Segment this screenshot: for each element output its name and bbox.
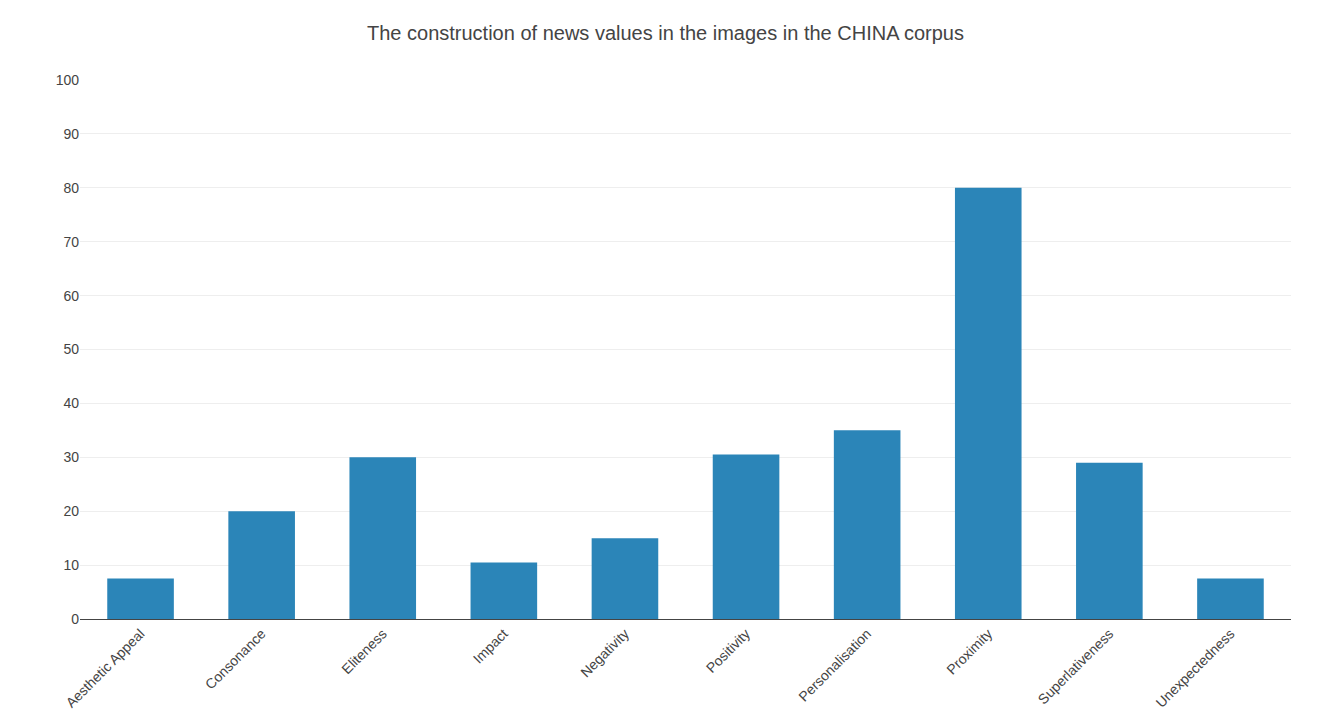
svg-text:40: 40 xyxy=(63,395,79,411)
svg-text:80: 80 xyxy=(63,180,79,196)
svg-text:Negativity: Negativity xyxy=(577,626,632,681)
svg-text:50: 50 xyxy=(63,341,79,357)
svg-text:30: 30 xyxy=(63,449,79,465)
svg-text:Aesthetic Appeal: Aesthetic Appeal xyxy=(63,626,148,711)
svg-text:100: 100 xyxy=(56,72,80,88)
svg-text:70: 70 xyxy=(63,234,79,250)
svg-text:10: 10 xyxy=(63,557,79,573)
svg-text:Proximity: Proximity xyxy=(943,626,995,678)
svg-text:60: 60 xyxy=(63,288,79,304)
svg-text:Unexpectedness: Unexpectedness xyxy=(1152,626,1237,711)
svg-text:Eliteness: Eliteness xyxy=(338,626,389,677)
svg-text:20: 20 xyxy=(63,503,79,519)
svg-text:Personalisation: Personalisation xyxy=(795,626,874,705)
svg-text:90: 90 xyxy=(63,126,79,142)
svg-text:Superlativeness: Superlativeness xyxy=(1035,626,1117,708)
svg-text:Positivity: Positivity xyxy=(703,626,753,676)
svg-text:Impact: Impact xyxy=(470,625,511,666)
svg-text:Consonance: Consonance xyxy=(202,625,269,692)
svg-text:0: 0 xyxy=(71,611,79,627)
svg-text:The construction of news value: The construction of news values in the i… xyxy=(367,22,964,44)
